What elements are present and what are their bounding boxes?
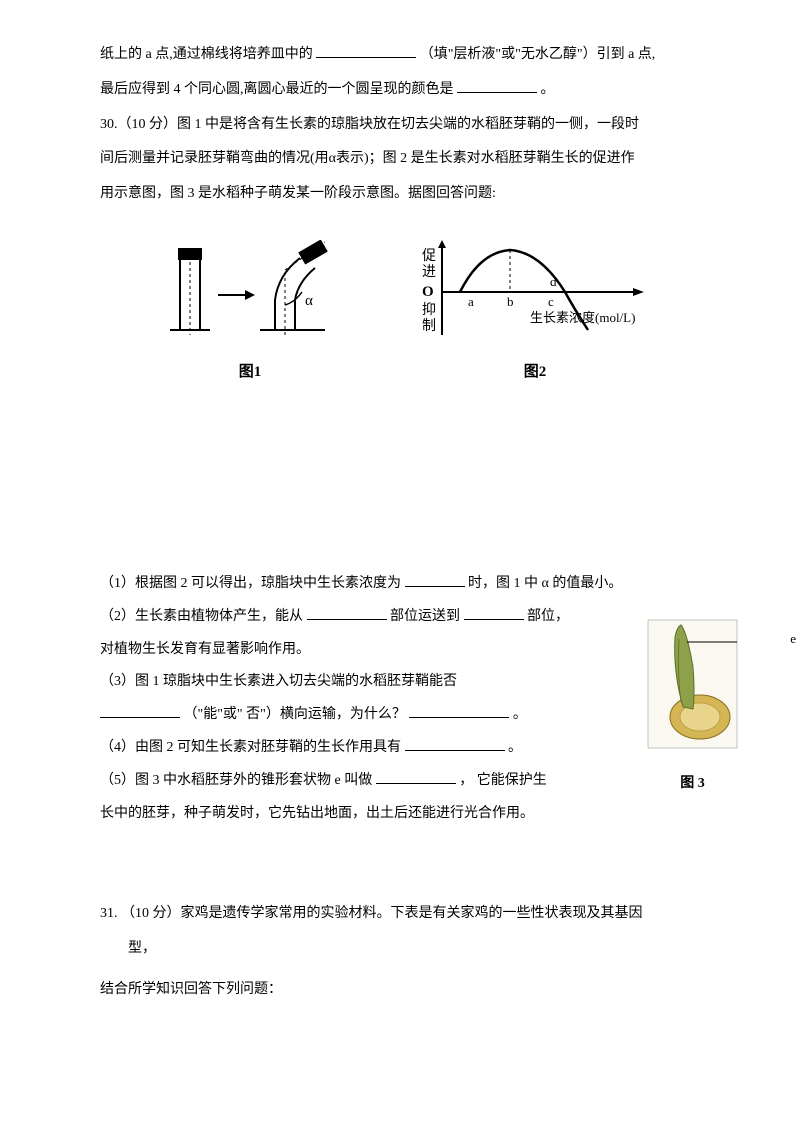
blank-q3-2 bbox=[409, 704, 509, 718]
q30-heading-2: 间后测量并记录胚芽鞘弯曲的情况(用α表示)；图 2 是生长素对水稻胚芽鞘生长的促… bbox=[100, 144, 710, 175]
fig3-label: 图 3 bbox=[645, 769, 740, 800]
intro-line-1: 纸上的 a 点,通过棉线将培养皿中的 （填"层析液"或"无水乙醇"）引到 a 点… bbox=[100, 40, 710, 71]
y-bot-2: 制 bbox=[422, 318, 436, 334]
alpha-label: α bbox=[305, 293, 313, 309]
blank-2 bbox=[457, 79, 537, 93]
q3: （3）图 1 琼脂块中生长素进入切去尖端的水稻胚芽鞘能否 bbox=[100, 667, 710, 698]
q5-a: （5）图 3 中水稻胚芽外的锥形套状物 e 叫做 bbox=[100, 773, 376, 788]
fig2-svg: 促 进 O 抑 制 a b c d 生长素浓度(mol/L) bbox=[420, 240, 650, 350]
q5c: 长中的胚芽，种子萌发时，它先钻出地面，出土后还能进行光合作用。 bbox=[100, 799, 710, 830]
questions-block: e 图 3 （1）根据图 2 可以得出，琼脂块中生长素浓度为 时，图 1 中 α… bbox=[100, 569, 710, 829]
tick-d: d bbox=[550, 274, 557, 289]
y-top-2: 进 bbox=[422, 264, 436, 280]
agar-block-right bbox=[298, 240, 328, 265]
tick-a: a bbox=[468, 294, 474, 309]
fig3-svg bbox=[645, 617, 740, 752]
intro-2b: 。 bbox=[541, 82, 555, 97]
q4-a: （4）由图 2 可知生长素对胚芽鞘的生长作用具有 bbox=[100, 740, 401, 755]
q31-l1: 31. （10 分）家鸡是遗传学家常用的实验材料。下表是有关家鸡的一些性状表现及… bbox=[100, 899, 710, 930]
tick-c: c bbox=[548, 294, 554, 309]
q4-b: 。 bbox=[508, 740, 522, 755]
figure-1: α 图1 bbox=[160, 240, 340, 389]
q2d: 对植物生长发育有显著影响作用。 bbox=[100, 635, 710, 666]
intro-2a: 最后应得到 4 个同心圆,离圆心最近的一个圆呈现的颜色是 bbox=[100, 82, 454, 97]
q2-b: 部位运送到 bbox=[390, 609, 460, 624]
blank-q2-2 bbox=[464, 606, 524, 620]
y-top-1: 促 bbox=[422, 248, 436, 264]
blank-q2-1 bbox=[307, 606, 387, 620]
fig1-svg: α bbox=[160, 240, 340, 350]
q3-c: 。 bbox=[513, 707, 527, 722]
q2: （2）生长素由植物体产生，能从 部位运送到 部位， bbox=[100, 602, 710, 633]
q31-l2: 型， bbox=[100, 934, 710, 965]
figures-row: α 图1 促 进 O 抑 制 a b c d 生长素浓度(mol bbox=[100, 240, 710, 389]
e-marker: e bbox=[790, 625, 796, 654]
fig2-label: 图2 bbox=[524, 356, 547, 389]
q3-b: （"能"或" 否"）横向运输，为什么？ bbox=[184, 707, 406, 722]
blank-q5 bbox=[376, 770, 456, 784]
tick-b: b bbox=[507, 294, 514, 309]
intro-line-2: 最后应得到 4 个同心圆,离圆心最近的一个圆呈现的颜色是 。 bbox=[100, 75, 710, 106]
q31-l3: 结合所学知识回答下列问题： bbox=[100, 975, 710, 1006]
arrow-head bbox=[245, 290, 255, 300]
y-arrow bbox=[438, 240, 446, 248]
fig1-label: 图1 bbox=[239, 356, 262, 389]
q1-b: 时，图 1 中 α 的值最小。 bbox=[468, 576, 622, 591]
blank-1 bbox=[316, 44, 416, 58]
q4: （4）由图 2 可知生长素对胚芽鞘的生长作用具有 。 bbox=[100, 733, 710, 764]
y-bot-1: 抑 bbox=[422, 302, 436, 318]
x-label: 生长素浓度(mol/L) bbox=[530, 310, 635, 325]
q1-a: （1）根据图 2 可以得出，琼脂块中生长素浓度为 bbox=[100, 576, 401, 591]
q5-b: ， 它能保护生 bbox=[459, 773, 547, 788]
q31-section: 31. （10 分）家鸡是遗传学家常用的实验材料。下表是有关家鸡的一些性状表现及… bbox=[100, 899, 710, 1005]
blank-q1 bbox=[405, 573, 465, 587]
q3-line2: （"能"或" 否"）横向运输，为什么？ 。 bbox=[100, 700, 710, 731]
intro-1b: （填"层析液"或"无水乙醇"）引到 a 点, bbox=[420, 47, 656, 62]
q2-a: （2）生长素由植物体产生，能从 bbox=[100, 609, 303, 624]
intro-1a: 纸上的 a 点,通过棉线将培养皿中的 bbox=[100, 47, 313, 62]
q30-heading-1: 30.（10 分）图 1 中是将含有生长素的琼脂块放在切去尖端的水稻胚芽鞘的一侧… bbox=[100, 110, 710, 141]
q5: （5）图 3 中水稻胚芽外的锥形套状物 e 叫做 ， 它能保护生 bbox=[100, 766, 710, 797]
y-zero: O bbox=[422, 284, 434, 300]
angle-arc bbox=[285, 292, 302, 305]
q2-c: 部位， bbox=[527, 609, 569, 624]
figure-3: e 图 3 bbox=[645, 617, 740, 800]
blank-q3-1 bbox=[100, 704, 180, 718]
figure-2: 促 进 O 抑 制 a b c d 生长素浓度(mol/L) 图2 bbox=[420, 240, 650, 389]
q1: （1）根据图 2 可以得出，琼脂块中生长素浓度为 时，图 1 中 α 的值最小。 bbox=[100, 569, 710, 600]
q30-heading-3: 用示意图，图 3 是水稻种子萌发某一阶段示意图。据图回答问题: bbox=[100, 179, 710, 210]
blank-q4 bbox=[405, 737, 505, 751]
x-arrow bbox=[633, 288, 644, 296]
